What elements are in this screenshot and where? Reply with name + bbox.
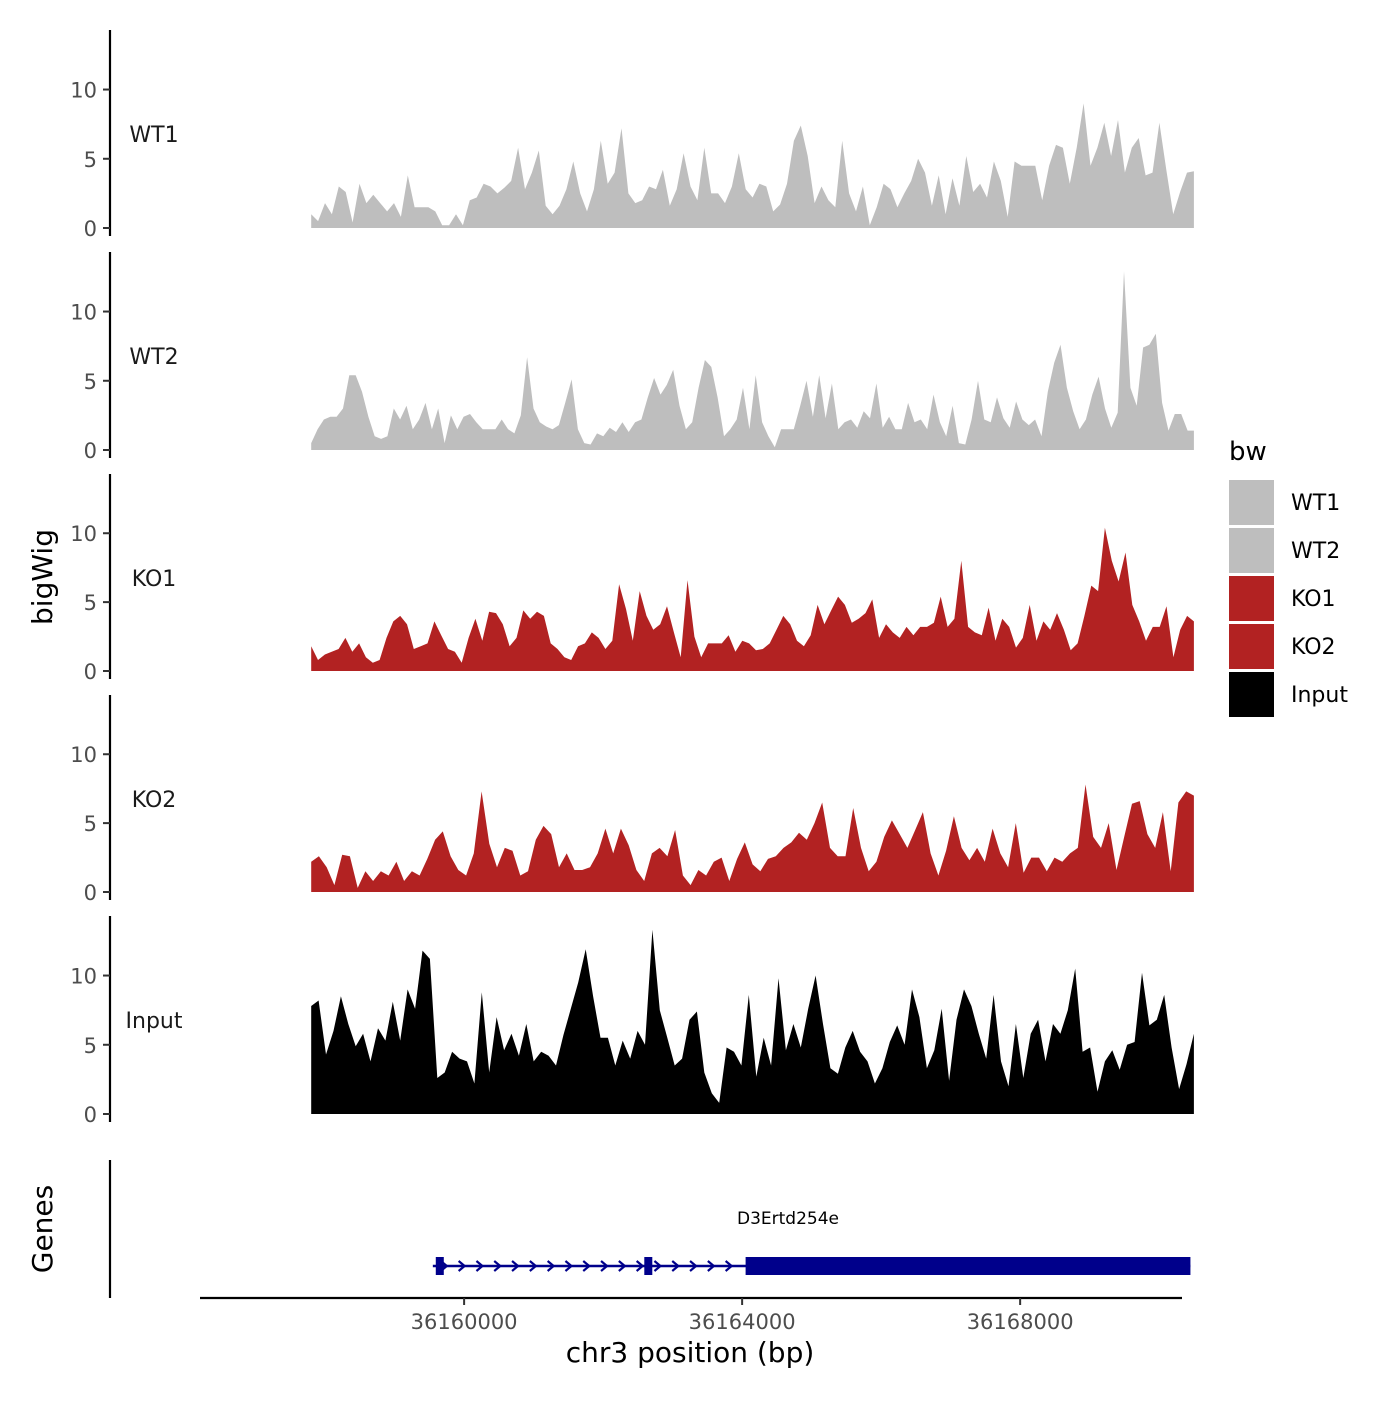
- strand-arrow: [707, 1260, 716, 1272]
- y-axis-label: bigWig: [26, 529, 59, 625]
- x-tick-label: 36160000: [411, 1310, 518, 1334]
- y-tick-label: 10: [70, 743, 97, 767]
- y-tick-label: 10: [70, 79, 97, 103]
- y-tick-label: 0: [84, 439, 97, 463]
- strand-arrow: [618, 1260, 627, 1272]
- legend-label: Input: [1291, 683, 1348, 708]
- strand-arrow: [564, 1260, 574, 1272]
- gene-thick-region: [745, 1257, 1191, 1275]
- strand-arrow: [546, 1260, 556, 1272]
- bigwig-tracks: 0 5 10 WT1 0 5 10 WT2 0 5 10 KO1 0 5 10 KO2 0 5 10 Input: [70, 30, 1194, 1127]
- track-input: 0 5 10 Input: [70, 916, 1194, 1127]
- y-tick-label: 10: [70, 965, 97, 989]
- track-label-wt2: WT2: [129, 345, 178, 370]
- y-tick-label: 5: [84, 148, 97, 172]
- area-wt2: [311, 271, 1194, 450]
- strand-arrow: [511, 1260, 520, 1272]
- x-axis-label: chr3 position (bp): [566, 1336, 815, 1369]
- legend-swatch: [1229, 528, 1274, 573]
- area-input: [311, 929, 1194, 1114]
- gene-name-label: D3Ertd254e: [737, 1209, 839, 1229]
- strand-arrow: [635, 1260, 645, 1272]
- legend-swatch: [1229, 480, 1274, 525]
- legend-label: WT2: [1291, 539, 1340, 564]
- track-label-ko1: KO1: [132, 567, 177, 592]
- strand-arrow: [475, 1260, 485, 1272]
- y-tick-label: 5: [84, 1034, 97, 1058]
- track-label-wt1: WT1: [129, 123, 178, 148]
- strand-arrow: [689, 1260, 698, 1272]
- y-tick-label: 0: [84, 881, 97, 905]
- genes-track: D3Ertd254e: [108, 1160, 1191, 1298]
- y-tick-label: 10: [70, 301, 97, 325]
- y-tick-label: 5: [84, 370, 97, 394]
- area-wt1: [311, 103, 1194, 228]
- legend-label: WT1: [1291, 491, 1340, 516]
- y-tick-label: 0: [84, 217, 97, 241]
- track-wt2: 0 5 10 WT2: [70, 252, 1194, 463]
- legend-item-ko2: KO2: [1229, 624, 1336, 669]
- legend-title: bw: [1229, 437, 1267, 467]
- track-ko1: 0 5 10 KO1: [70, 474, 1194, 684]
- x-axis: 36160000 36164000 36168000: [200, 1296, 1182, 1334]
- legend-swatch: [1229, 672, 1274, 717]
- gene-exon: [435, 1257, 444, 1275]
- legend-item-wt2: WT2: [1229, 528, 1340, 573]
- legend-item-ko1: KO1: [1229, 576, 1336, 621]
- track-ko2: 0 5 10 KO2: [70, 695, 1194, 905]
- legend-item-wt1: WT1: [1229, 480, 1340, 525]
- strand-arrow: [653, 1260, 663, 1272]
- y-tick-label: 5: [84, 812, 97, 836]
- y-tick-label: 0: [84, 1103, 97, 1127]
- strand-arrow: [600, 1260, 609, 1272]
- legend-swatch: [1229, 624, 1274, 669]
- gene-exon: [644, 1257, 653, 1275]
- legend-label: KO1: [1291, 587, 1336, 612]
- strand-arrow: [529, 1260, 538, 1272]
- strand-arrow: [671, 1260, 680, 1272]
- area-ko1: [311, 527, 1194, 671]
- strand-arrow: [582, 1260, 591, 1272]
- legend-swatch: [1229, 576, 1274, 621]
- x-tick-label: 36164000: [689, 1310, 796, 1334]
- strand-arrow: [457, 1260, 467, 1272]
- y-tick-label: 5: [84, 591, 97, 615]
- strand-arrow: [724, 1260, 734, 1272]
- genes-track-label: Genes: [26, 1185, 59, 1273]
- legend-item-input: Input: [1229, 672, 1348, 717]
- gene-d3ertd254e: D3Ertd254e: [432, 1209, 1191, 1275]
- legend: bw WT1 WT2 KO1 KO2 Input: [1229, 437, 1348, 717]
- strand-arrow: [493, 1260, 502, 1272]
- track-label-input: Input: [126, 1009, 183, 1034]
- track-label-ko2: KO2: [132, 788, 177, 813]
- x-tick-label: 36168000: [967, 1310, 1074, 1334]
- area-ko2: [311, 784, 1194, 892]
- y-tick-label: 0: [84, 660, 97, 684]
- legend-label: KO2: [1291, 635, 1336, 660]
- track-wt1: 0 5 10 WT1: [70, 30, 1194, 241]
- y-tick-label: 10: [70, 522, 97, 546]
